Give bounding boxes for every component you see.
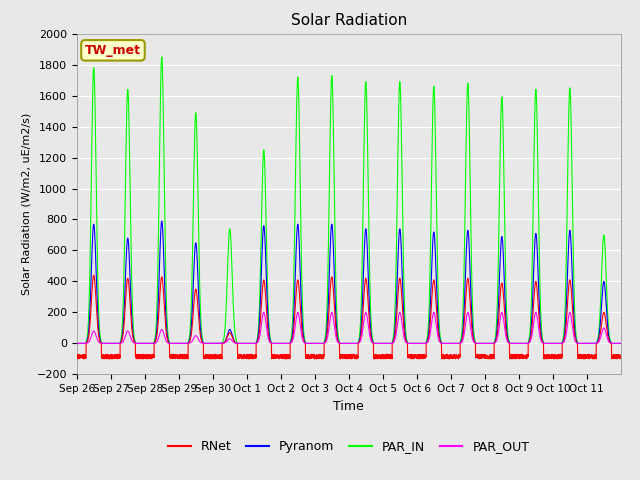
X-axis label: Time: Time — [333, 400, 364, 413]
Legend: RNet, Pyranom, PAR_IN, PAR_OUT: RNet, Pyranom, PAR_IN, PAR_OUT — [163, 435, 534, 458]
Y-axis label: Solar Radiation (W/m2, uE/m2/s): Solar Radiation (W/m2, uE/m2/s) — [21, 113, 31, 295]
Title: Solar Radiation: Solar Radiation — [291, 13, 407, 28]
Text: TW_met: TW_met — [85, 44, 141, 57]
